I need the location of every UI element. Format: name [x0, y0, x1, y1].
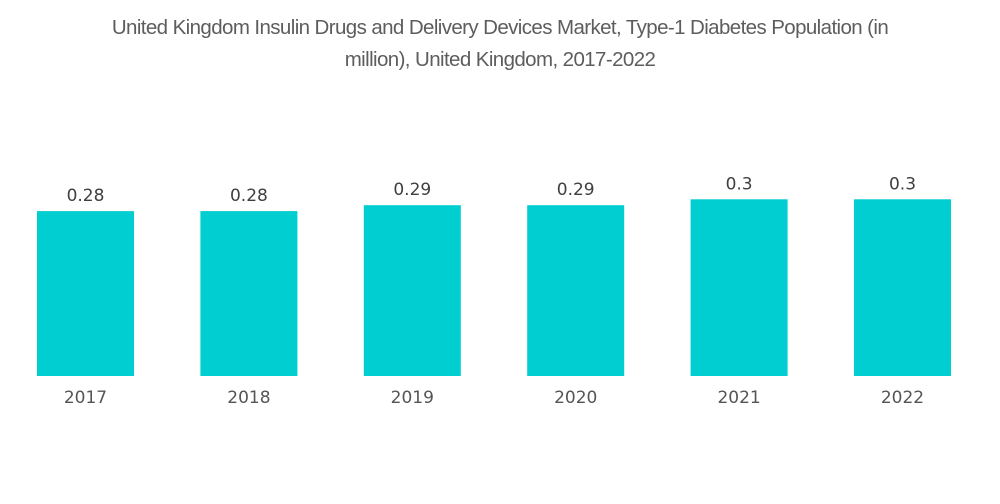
value-labels-group: 0.28 0.28 0.29 0.29 0.3 0.3 — [67, 174, 916, 206]
x-tick-label-2018: 2018 — [227, 388, 270, 408]
value-label-2022: 0.3 — [889, 174, 916, 194]
x-tick-label-2021: 2021 — [717, 388, 760, 408]
value-label-2020: 0.29 — [557, 180, 595, 200]
value-label-2019: 0.29 — [393, 180, 431, 200]
value-label-2021: 0.3 — [726, 174, 753, 194]
chart-title: United Kingdom Insulin Drugs and Deliver… — [0, 12, 1000, 76]
bar-2018 — [200, 211, 298, 376]
chart-title-line-1: United Kingdom Insulin Drugs and Deliver… — [111, 16, 889, 39]
bar-2022 — [854, 199, 951, 376]
bar-2020 — [527, 205, 625, 376]
bars-group — [37, 199, 951, 376]
bar-2019 — [363, 205, 461, 376]
value-label-2017: 0.28 — [67, 186, 105, 206]
value-label-2018: 0.28 — [230, 186, 268, 206]
bar-2017 — [37, 211, 134, 376]
x-axis-tick-labels: 2017 2018 2019 2020 2021 2022 — [64, 388, 924, 408]
chart-title-line-2: million), United Kingdom, 2017-2022 — [344, 48, 656, 71]
x-tick-label-2019: 2019 — [391, 388, 434, 408]
x-tick-label-2020: 2020 — [554, 388, 597, 408]
x-tick-label-2022: 2022 — [881, 388, 924, 408]
bar-2021 — [690, 199, 788, 376]
x-tick-label-2017: 2017 — [64, 388, 107, 408]
